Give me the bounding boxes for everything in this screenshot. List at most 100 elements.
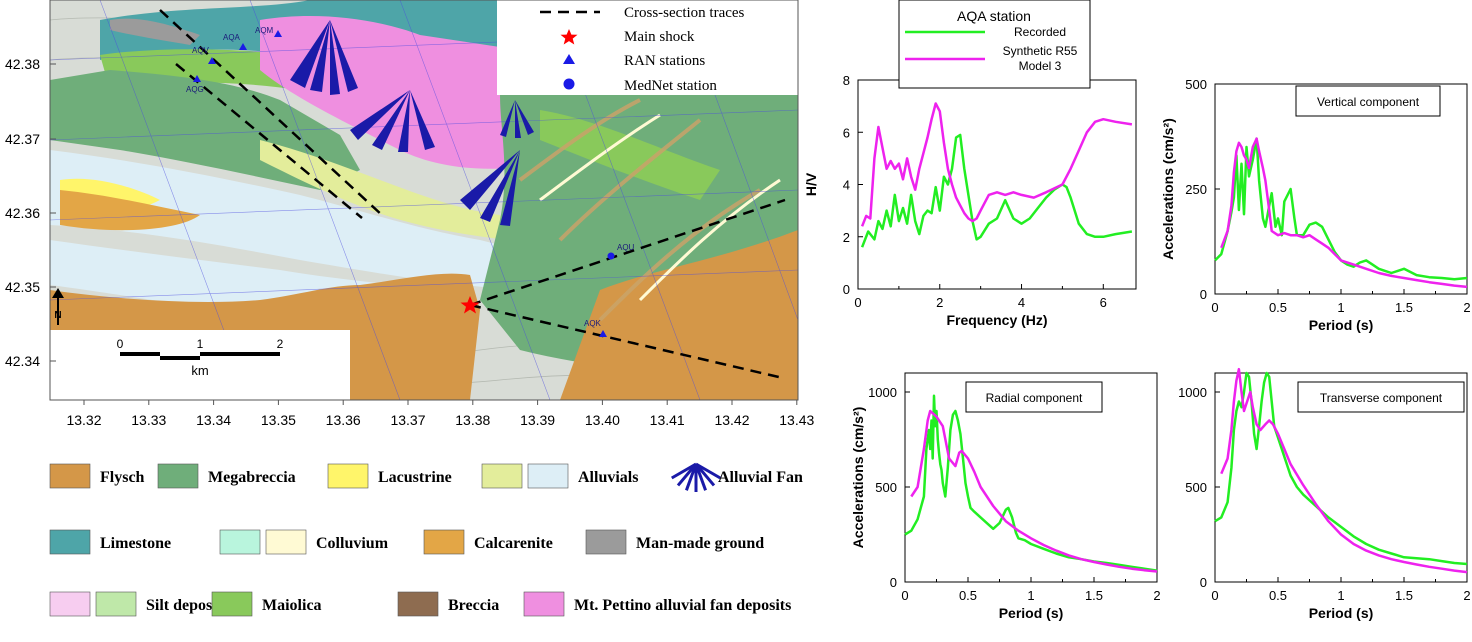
map-y-tick-label: 42.36	[5, 205, 40, 221]
legend-label: Colluvium	[316, 535, 389, 552]
station-aqm-marker	[274, 30, 282, 37]
x-tick-label: 4	[1018, 295, 1025, 310]
station-label: AQM	[255, 26, 274, 35]
legend-label: Flysch	[100, 469, 145, 486]
component-title: Radial component	[986, 391, 1083, 405]
legend-recorded: Recorded	[1014, 25, 1066, 39]
legend-model: Model 3	[1019, 59, 1062, 73]
cross-section-traces	[159, 9, 786, 380]
map-x-tick-label: 13.37	[390, 412, 425, 428]
map-x-tick-label: 13.33	[131, 412, 166, 428]
transverse-component-chart: 0 0.5 1 1.5 2 0 500 1000 Period (s) Transverse co…	[1178, 367, 1471, 621]
map-x-tick-label: 13.34	[196, 412, 231, 428]
map-y-tick-label: 42.34	[5, 353, 40, 369]
legend-label: Megabreccia	[208, 469, 296, 486]
x-tick-label: 1.5	[1395, 300, 1413, 315]
legend-mednet-station: MedNet station	[624, 78, 717, 94]
station-markers	[193, 30, 615, 337]
map-area: 0 1 2 km N	[50, 0, 798, 400]
recorded-series-line	[1214, 371, 1468, 566]
legend-swatch	[211, 591, 253, 617]
hv-ratio-chart: 0 2 4 6 0 2 4 6 8 Frequency (Hz) H/V	[803, 73, 1137, 328]
x-tick-label: 0.5	[959, 588, 977, 603]
aqa-station-legend: AQA station Recorded Synthetic R55 Model…	[898, 0, 1091, 89]
vertical-component-chart: 0 0.5 1 1.5 2 0 250 500 Period (s) Accelerations …	[1160, 77, 1471, 333]
scale-bar-box	[50, 330, 350, 400]
component-title: Transverse component	[1320, 391, 1443, 405]
y-tick-label: 0	[890, 575, 897, 590]
geology-legend: Flysch Megabreccia Lacustrine Alluvials Allu…	[49, 462, 803, 617]
legend-label: Alluvial Fan	[718, 469, 803, 486]
map-x-tick-label: 13.43	[779, 412, 814, 428]
x-tick-label: 0	[1211, 588, 1218, 603]
north-label: N	[54, 310, 61, 321]
synthetic-series-line	[1220, 137, 1468, 289]
map-x-tick-label: 13.41	[650, 412, 685, 428]
map-x-tick-label: 13.42	[714, 412, 749, 428]
x-axis-label: Period (s)	[999, 605, 1064, 621]
star-icon	[560, 29, 578, 45]
legend-cross-section: Cross-section traces	[624, 5, 745, 21]
y-tick-label: 1000	[868, 385, 897, 400]
calcarenite-area	[60, 190, 200, 231]
map-x-tick-label: 13.35	[261, 412, 296, 428]
legend-swatch	[49, 591, 91, 617]
map-y-tick-label: 42.38	[5, 56, 40, 72]
y-tick-label: 500	[875, 480, 897, 495]
alluvial-fan-symbols	[290, 20, 534, 226]
x-tick-label: 0	[854, 295, 861, 310]
legend-swatch	[585, 529, 627, 555]
fan-icon	[671, 462, 721, 492]
station-label: AQV	[192, 46, 210, 55]
scale-bar-seg	[160, 356, 200, 360]
y-tick-label: 4	[843, 178, 850, 193]
recorded-series-line	[1214, 137, 1468, 281]
y-tick-label: 1000	[1178, 385, 1207, 400]
y-tick-label: 6	[843, 125, 850, 140]
legend-synthetic: Synthetic R55	[1003, 44, 1078, 58]
station-aqg-marker	[193, 75, 201, 82]
y-tick-label: 500	[1185, 480, 1207, 495]
x-tick-label: 0.5	[1269, 588, 1287, 603]
map-x-tick-label: 13.38	[455, 412, 490, 428]
legend-label: Silt deposits	[146, 597, 228, 614]
x-axis-label: Period (s)	[1309, 317, 1374, 333]
y-axis-label: Accelerations (cm/s²)	[1160, 118, 1176, 260]
legend-swatch	[481, 463, 523, 489]
map-y-tick-label: 42.37	[5, 131, 40, 147]
component-title-box	[1297, 381, 1465, 413]
y-axis-label: H/V	[803, 172, 819, 196]
legend-swatch	[523, 591, 565, 617]
y-tick-label: 0	[843, 282, 850, 297]
legend-main-shock: Main shock	[624, 29, 695, 45]
synthetic-series-line	[860, 102, 1133, 227]
main-shock-marker	[460, 296, 480, 314]
geologic-map: 0 1 2 km N	[0, 0, 815, 428]
map-x-tick-label: 13.40	[585, 412, 620, 428]
x-tick-label: 2	[1153, 588, 1160, 603]
man-made-ground	[110, 18, 200, 45]
x-tick-label: 2	[1463, 588, 1470, 603]
station-label: AQA	[223, 33, 241, 42]
legend-swatch	[423, 529, 465, 555]
x-tick-label: 1.5	[1085, 588, 1103, 603]
north-arrow-icon: N	[52, 288, 64, 325]
y-tick-label: 0	[1200, 287, 1207, 302]
circle-icon	[563, 78, 575, 90]
legend-swatch	[397, 591, 439, 617]
x-tick-label: 0	[901, 588, 908, 603]
scale-bar-seg	[200, 352, 280, 356]
scale-bar-seg	[120, 352, 160, 356]
station-label: AQK	[584, 319, 602, 328]
synthetic-series-line	[1220, 367, 1468, 574]
scale-tick-2: 2	[277, 337, 284, 351]
map-x-tick-label: 13.36	[326, 412, 361, 428]
station-labels: AQM AQA AQV AQG AQU AQK	[186, 26, 635, 328]
x-tick-label: 1.5	[1395, 588, 1413, 603]
x-tick-label: 6	[1100, 295, 1107, 310]
legend-swatch	[327, 463, 369, 489]
map-legend-box	[497, 0, 798, 95]
triangle-icon	[563, 54, 575, 64]
x-tick-label: 1	[1027, 588, 1034, 603]
